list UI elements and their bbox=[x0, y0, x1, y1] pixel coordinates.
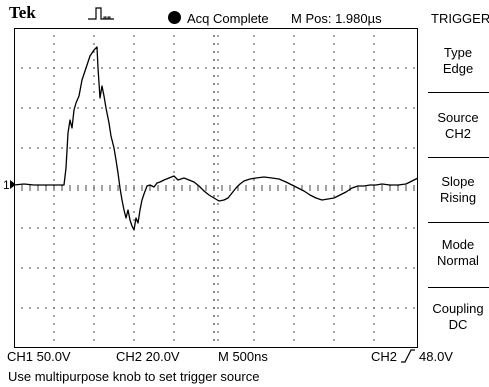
menu-slope-value: Rising bbox=[439, 190, 477, 205]
ch1-scale-readout: CH1 50.0V bbox=[7, 349, 71, 364]
horizontal-position-readout: M Pos: 1.980µs bbox=[291, 11, 382, 26]
channel-1-marker: 1 bbox=[3, 178, 10, 192]
menu-type-value: Edge bbox=[442, 61, 474, 76]
ch2-scale-readout: CH2 20.0V bbox=[116, 349, 180, 364]
menu-title: TRIGGER bbox=[431, 11, 489, 26]
trigger-source-readout: CH2 bbox=[371, 349, 398, 364]
trigger-status-icon bbox=[88, 7, 114, 20]
menu-source-label: Source bbox=[437, 110, 479, 125]
menu-separator bbox=[428, 222, 489, 223]
brand-logo: Tek bbox=[9, 3, 36, 22]
acquisition-status-icon bbox=[168, 11, 181, 24]
menu-source-button[interactable]: Source CH2 bbox=[427, 110, 489, 142]
status-message: Use multipurpose knob to set trigger sou… bbox=[8, 369, 260, 384]
menu-slope-button[interactable]: Slope Rising bbox=[427, 174, 489, 206]
menu-mode-button[interactable]: Mode Normal bbox=[427, 237, 489, 269]
menu-type-button[interactable]: Type Edge bbox=[427, 45, 489, 77]
graticule-grid bbox=[14, 28, 415, 348]
acquisition-status: Acq Complete bbox=[187, 11, 269, 26]
menu-separator bbox=[428, 287, 489, 288]
channel-1-marker-arrow-icon bbox=[10, 180, 16, 189]
menu-mode-value: Normal bbox=[437, 253, 479, 268]
trigger-level-readout: 48.0V bbox=[419, 349, 453, 364]
waveform-display bbox=[14, 28, 418, 348]
timebase-readout: M 500ns bbox=[218, 349, 268, 364]
menu-mode-label: Mode bbox=[441, 237, 475, 252]
channel-1-trace bbox=[14, 46, 418, 231]
menu-slope-label: Slope bbox=[441, 174, 475, 189]
menu-coupling-value: DC bbox=[448, 317, 468, 332]
menu-coupling-button[interactable]: Coupling DC bbox=[427, 301, 489, 333]
menu-coupling-label: Coupling bbox=[432, 301, 484, 316]
menu-type-label: Type bbox=[443, 45, 473, 60]
menu-source-value: CH2 bbox=[444, 126, 471, 141]
rising-edge-icon bbox=[401, 349, 415, 363]
graticule-border bbox=[14, 28, 418, 348]
menu-separator bbox=[428, 157, 489, 158]
menu-separator bbox=[428, 92, 489, 93]
